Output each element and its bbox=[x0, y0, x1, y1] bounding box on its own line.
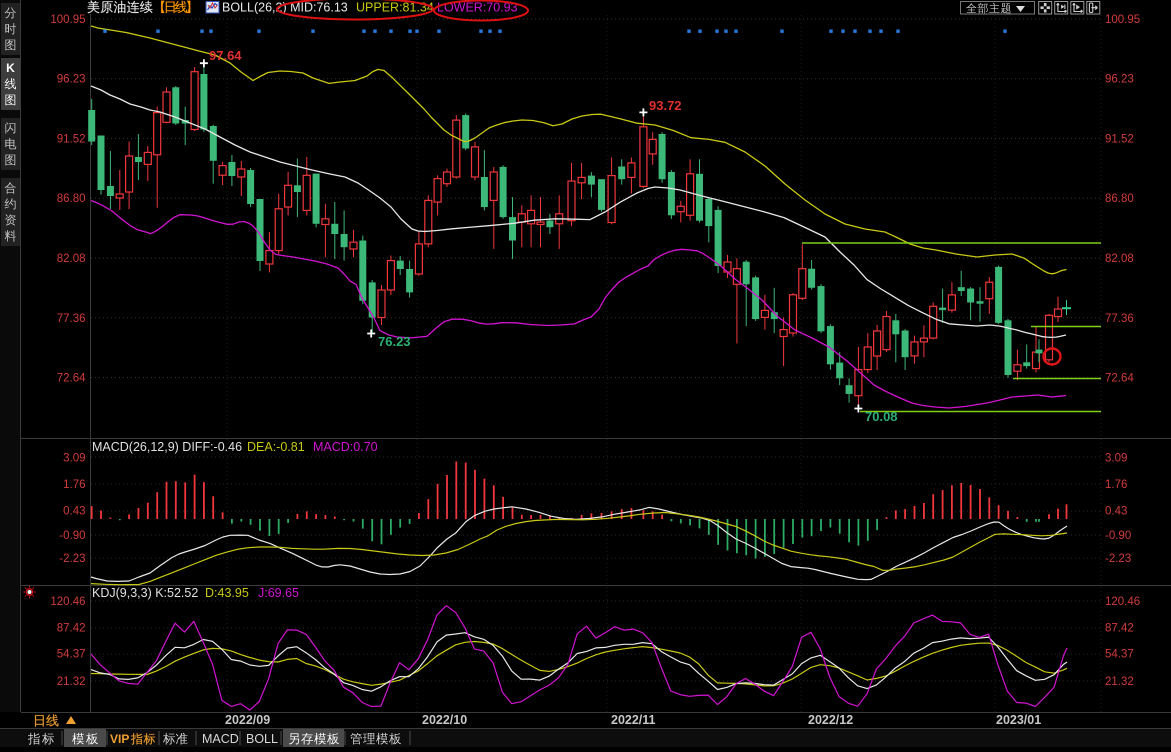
svg-text:DEA:-0.81: DEA:-0.81 bbox=[247, 440, 305, 454]
svg-text:54.37: 54.37 bbox=[57, 649, 86, 661]
svg-text:87.42: 87.42 bbox=[1105, 623, 1134, 635]
svg-text:82.08: 82.08 bbox=[57, 253, 86, 265]
svg-text:86.80: 86.80 bbox=[57, 193, 86, 205]
svg-text:2022/12: 2022/12 bbox=[808, 713, 853, 727]
svg-text:77.36: 77.36 bbox=[57, 313, 86, 325]
svg-text:97.64: 97.64 bbox=[209, 48, 242, 63]
svg-text:UPPER:81.34: UPPER:81.34 bbox=[356, 1, 434, 15]
svg-text:72.64: 72.64 bbox=[57, 373, 86, 385]
svg-text:21.32: 21.32 bbox=[57, 676, 86, 688]
svg-text:91.52: 91.52 bbox=[1105, 133, 1134, 145]
svg-text:100.95: 100.95 bbox=[1105, 14, 1140, 26]
svg-text:86.80: 86.80 bbox=[1105, 193, 1134, 205]
svg-text:120.46: 120.46 bbox=[50, 596, 85, 608]
svg-text:-0.90: -0.90 bbox=[59, 530, 85, 542]
svg-text:K: K bbox=[6, 61, 15, 75]
svg-text:VIP: VIP bbox=[110, 732, 129, 746]
svg-text:96.23: 96.23 bbox=[1105, 74, 1134, 86]
svg-text:-0.90: -0.90 bbox=[1105, 530, 1131, 542]
svg-text:BOLL: BOLL bbox=[246, 732, 278, 746]
svg-text:0.43: 0.43 bbox=[1105, 506, 1127, 518]
svg-text:J:69.65: J:69.65 bbox=[258, 586, 299, 600]
svg-text:21.32: 21.32 bbox=[1105, 676, 1134, 688]
svg-text:3.09: 3.09 bbox=[63, 452, 85, 464]
svg-text:-2.23: -2.23 bbox=[59, 553, 85, 565]
svg-text:96.23: 96.23 bbox=[57, 74, 86, 86]
svg-text:0.43: 0.43 bbox=[63, 506, 85, 518]
svg-text:1.76: 1.76 bbox=[1105, 479, 1127, 491]
svg-text:1.76: 1.76 bbox=[63, 479, 85, 491]
svg-text:MACD(26,12,9) DIFF:-0.46: MACD(26,12,9) DIFF:-0.46 bbox=[92, 440, 242, 454]
svg-text:76.23: 76.23 bbox=[378, 334, 411, 349]
svg-text:2022/10: 2022/10 bbox=[422, 713, 467, 727]
svg-text:KDJ(9,3,3) K:52.52: KDJ(9,3,3) K:52.52 bbox=[92, 586, 198, 600]
svg-text:3.09: 3.09 bbox=[1105, 452, 1127, 464]
svg-text:70.08: 70.08 bbox=[865, 409, 898, 424]
svg-text:MACD:0.70: MACD:0.70 bbox=[313, 440, 378, 454]
svg-text:2022/11: 2022/11 bbox=[611, 713, 656, 727]
svg-text:D:43.95: D:43.95 bbox=[205, 586, 249, 600]
svg-text:87.42: 87.42 bbox=[57, 623, 86, 635]
svg-text:MACD: MACD bbox=[202, 732, 239, 746]
svg-text:2022/09: 2022/09 bbox=[225, 713, 270, 727]
svg-text:BOLL(26,2) MID:76.13: BOLL(26,2) MID:76.13 bbox=[222, 1, 348, 15]
svg-text:72.64: 72.64 bbox=[1105, 373, 1134, 385]
svg-text:2023/01: 2023/01 bbox=[996, 713, 1041, 727]
svg-text:LOWER:70.93: LOWER:70.93 bbox=[437, 1, 518, 15]
svg-text:93.72: 93.72 bbox=[649, 98, 682, 113]
svg-text:77.36: 77.36 bbox=[1105, 313, 1134, 325]
svg-text:100.95: 100.95 bbox=[50, 14, 85, 26]
svg-text:120.46: 120.46 bbox=[1105, 596, 1140, 608]
svg-text:82.08: 82.08 bbox=[1105, 253, 1134, 265]
svg-text:91.52: 91.52 bbox=[57, 133, 86, 145]
svg-text:-2.23: -2.23 bbox=[1105, 553, 1131, 565]
svg-text:54.37: 54.37 bbox=[1105, 649, 1134, 661]
